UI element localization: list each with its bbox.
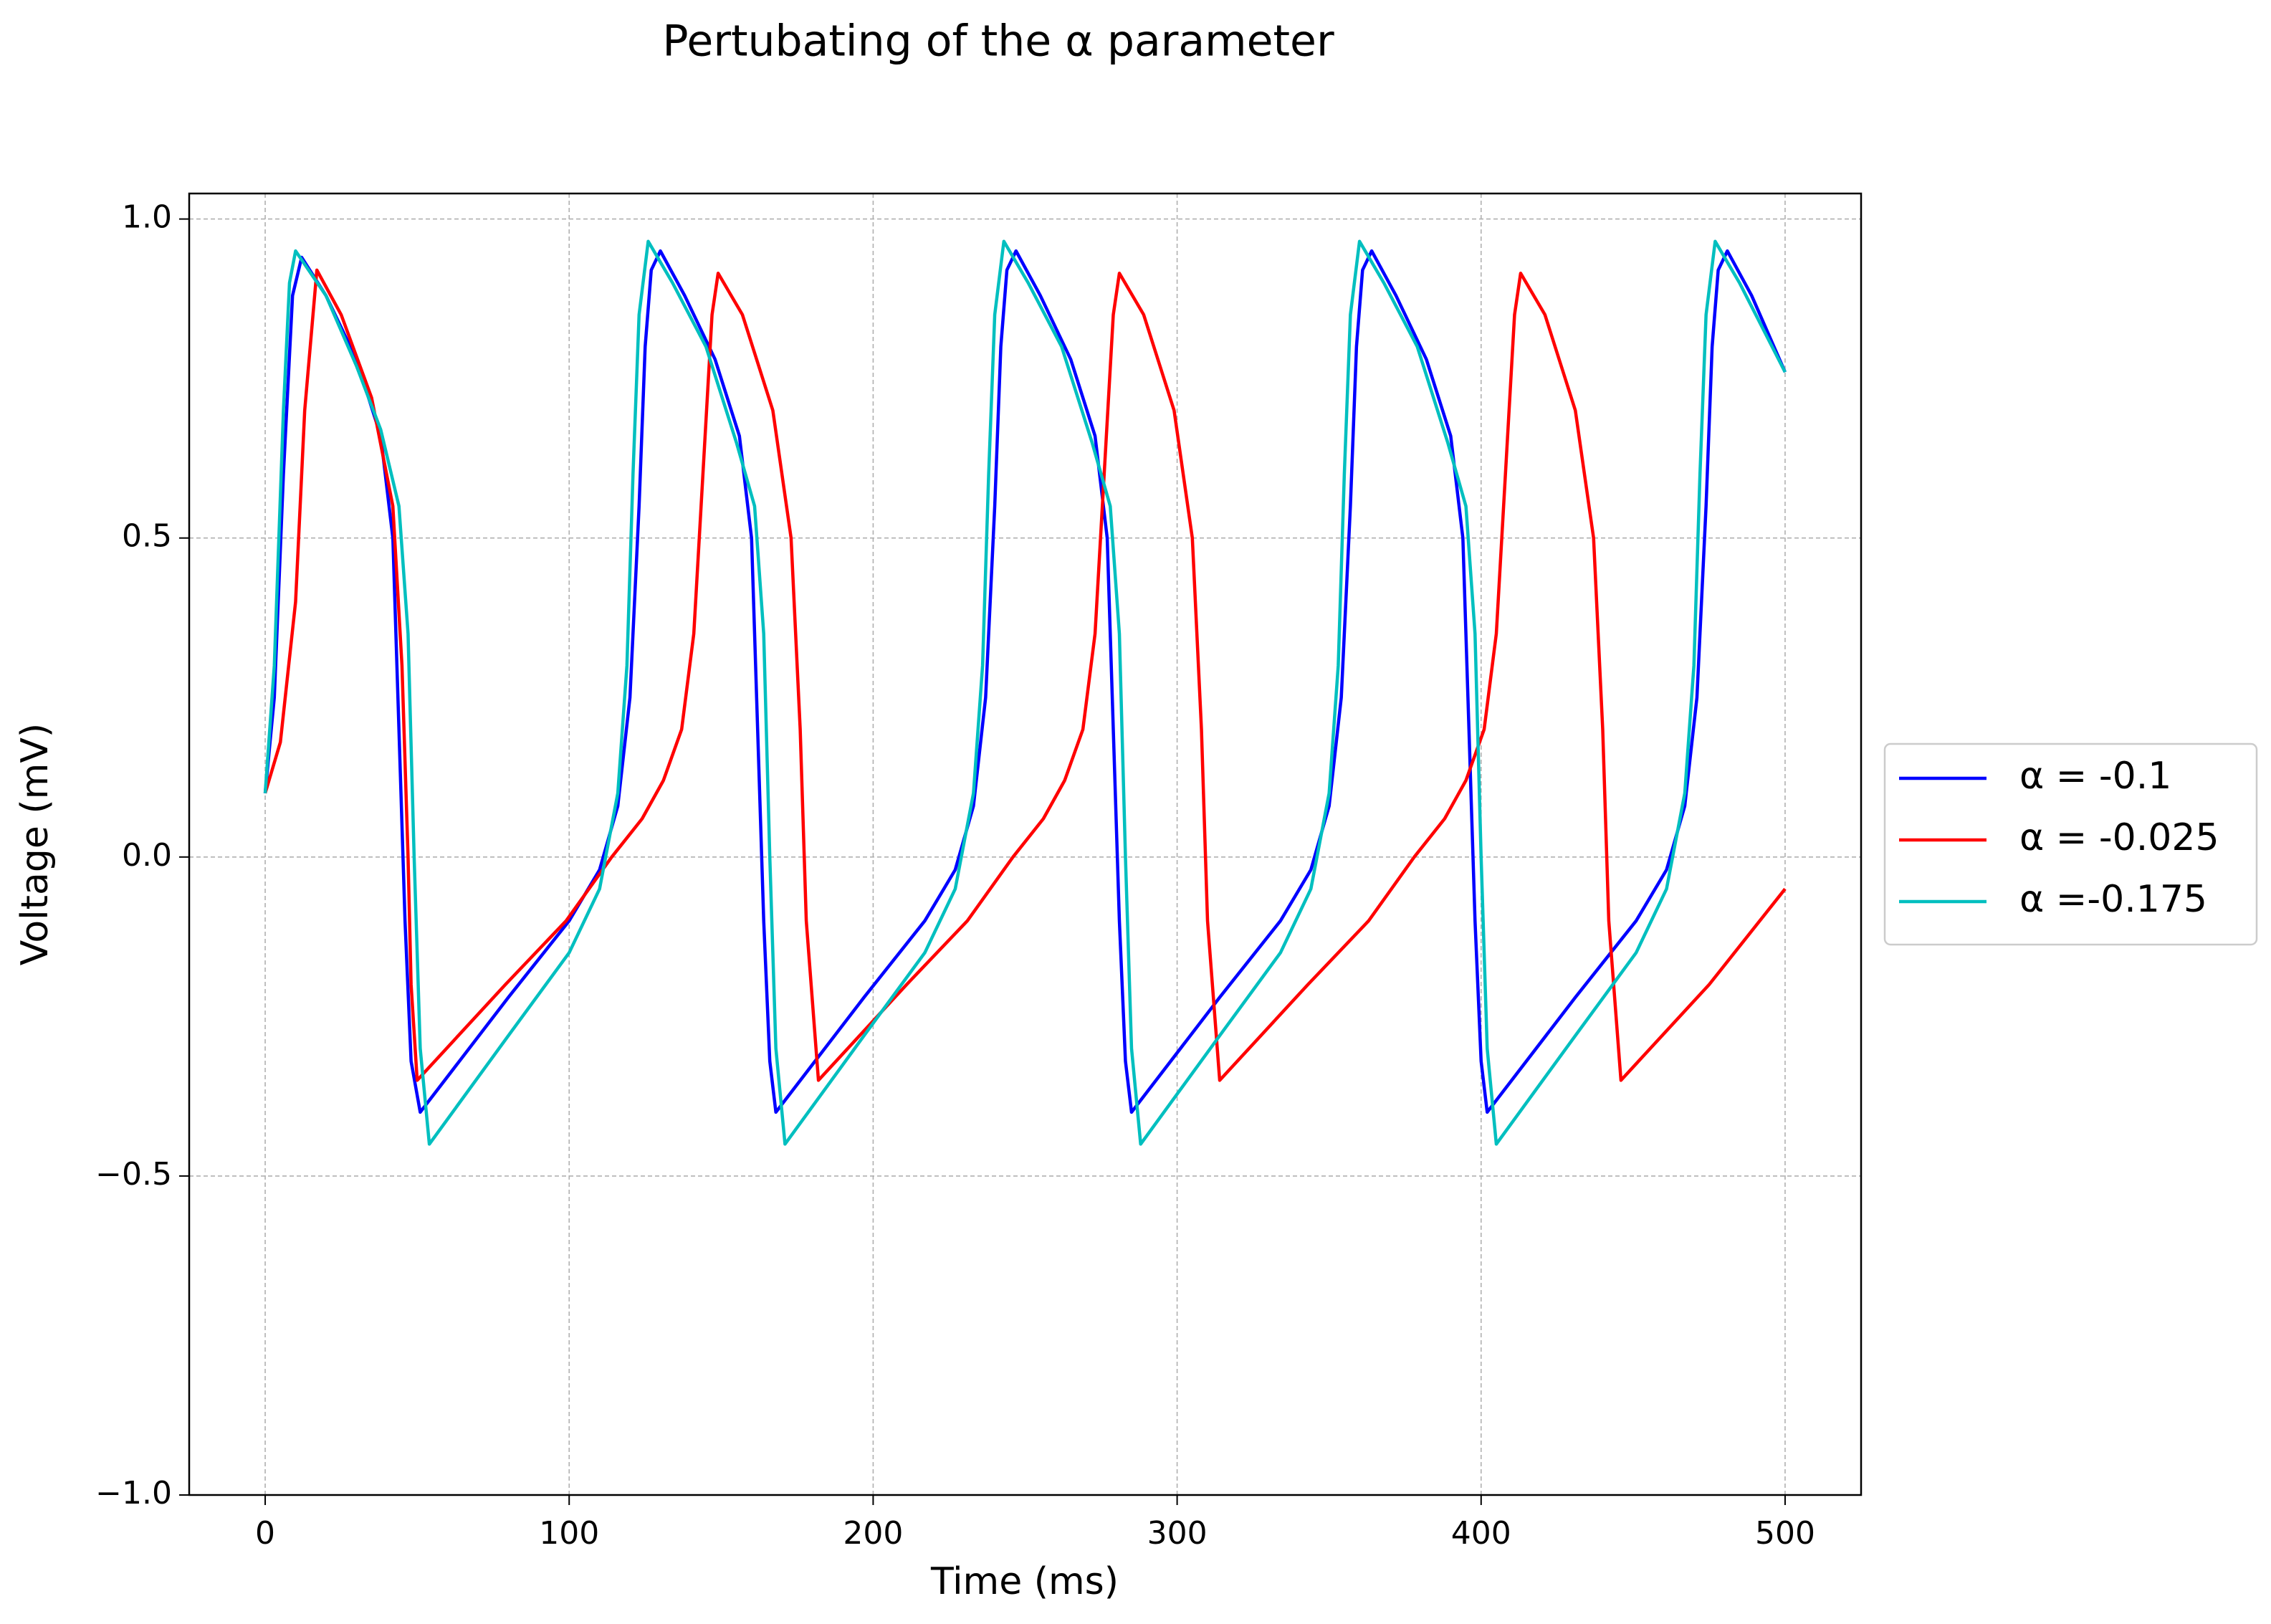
series-line bbox=[263, 268, 1787, 1082]
y-tick-label: 0.5 bbox=[122, 518, 172, 555]
legend: α = -0.1 α = -0.025 α =-0.175 bbox=[1883, 742, 2258, 946]
y-tick-label: −1.0 bbox=[95, 1475, 172, 1511]
y-tick-label: 1.0 bbox=[122, 199, 172, 236]
legend-label: α = -0.025 bbox=[2019, 816, 2219, 859]
legend-label: α = -0.1 bbox=[2019, 755, 2171, 798]
x-tick-label: 300 bbox=[1147, 1515, 1208, 1552]
series-line bbox=[263, 249, 1787, 1114]
legend-label: α =-0.175 bbox=[2019, 878, 2207, 921]
series-line bbox=[263, 239, 1787, 1146]
x-tick-label: 100 bbox=[539, 1515, 599, 1552]
y-tick-label: 0.0 bbox=[122, 837, 172, 874]
plot-frame bbox=[188, 192, 1863, 1496]
y-axis-label: Voltage (mV) bbox=[14, 723, 57, 965]
legend-box bbox=[1883, 742, 2258, 946]
y-tick-label: −0.5 bbox=[95, 1156, 172, 1193]
x-tick-label: 200 bbox=[843, 1515, 903, 1552]
x-tick-label: 400 bbox=[1451, 1515, 1511, 1552]
chart-title: Pertubating of the α parameter bbox=[662, 16, 1334, 67]
x-tick-label: 0 bbox=[255, 1515, 275, 1552]
x-axis-label: Time (ms) bbox=[930, 1560, 1119, 1603]
x-tick-label: 500 bbox=[1755, 1515, 1815, 1552]
